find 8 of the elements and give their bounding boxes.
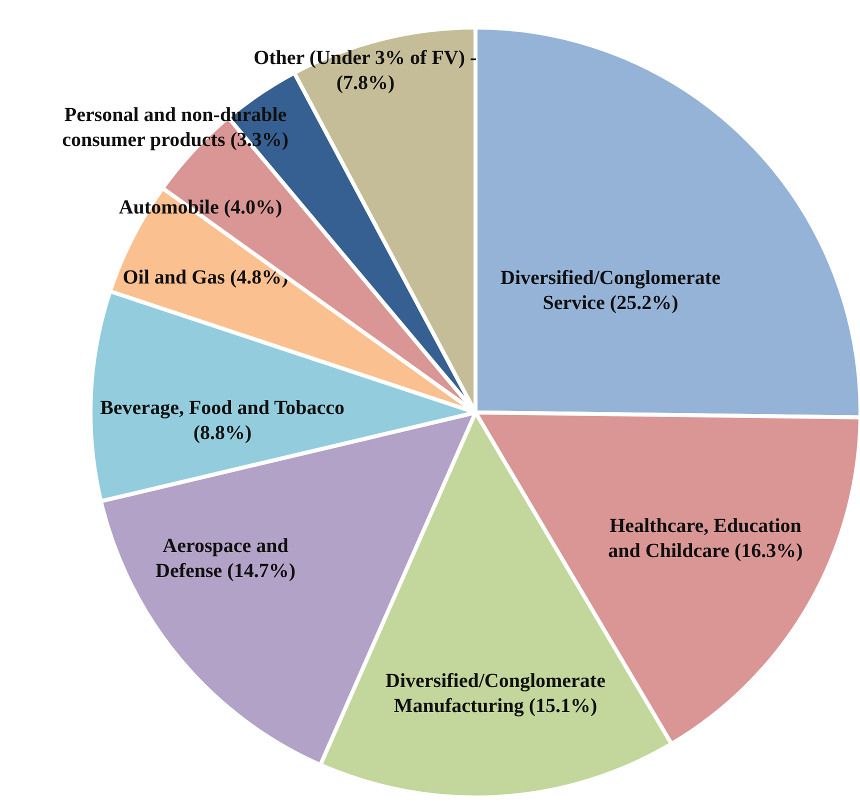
slice-label: Aerospace and Defense (14.7%) <box>156 534 296 582</box>
slice-label: Automobile (4.0%) <box>118 196 282 218</box>
slice-label: Beverage, Food and Tobacco <box>100 396 345 419</box>
data-label: (7.8%) <box>336 72 395 94</box>
data-label: (8.8%) <box>193 422 252 444</box>
slice-label: Diversified/Conglomerate Manufacturing (15.1%) <box>386 670 606 718</box>
slice-label: Diversified/Conglomerate Service (25.2%) <box>500 266 721 314</box>
slice-label: Healthcare, Education and Childcare (16.3%) <box>608 514 803 562</box>
